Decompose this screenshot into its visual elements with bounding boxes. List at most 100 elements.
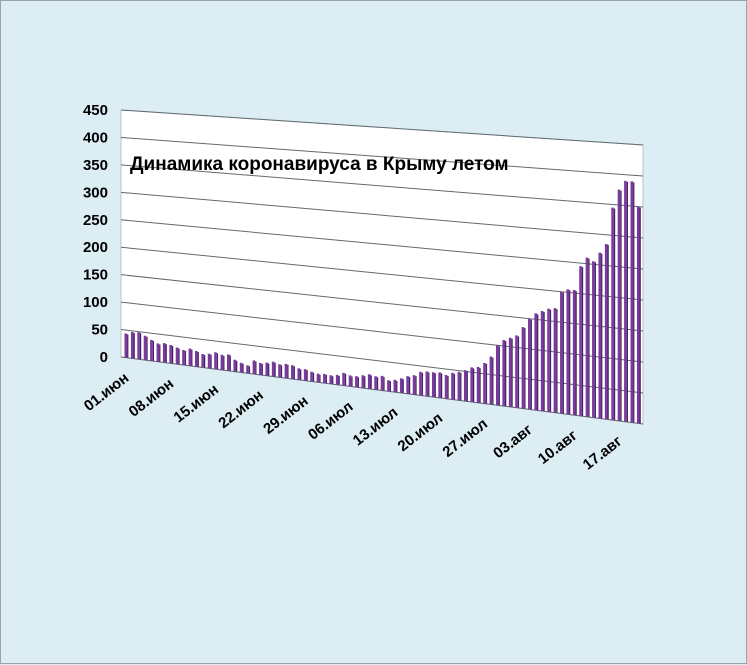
bar <box>457 371 461 401</box>
bar-side <box>319 374 321 383</box>
bar-side <box>633 182 635 423</box>
bar-side <box>415 376 417 395</box>
bar <box>451 372 454 400</box>
bar-side <box>620 190 622 421</box>
bar <box>252 360 256 375</box>
bar <box>278 364 281 378</box>
bar <box>560 291 563 414</box>
bar-side <box>601 253 603 419</box>
bar <box>387 380 390 392</box>
bar <box>521 327 525 409</box>
x-tick-label: 29.июн <box>260 392 311 437</box>
bar <box>534 313 538 411</box>
bar-side <box>171 346 174 364</box>
bar <box>624 180 627 422</box>
bar-side <box>268 363 270 376</box>
bar-side <box>344 373 347 386</box>
bar <box>528 318 531 410</box>
y-tick-label: 400 <box>83 129 108 146</box>
gridline <box>120 219 644 270</box>
bar-side <box>408 377 411 394</box>
bar-side <box>440 373 443 398</box>
bar-side <box>261 363 263 375</box>
bar <box>361 375 365 389</box>
bar <box>438 372 441 398</box>
bar <box>399 378 403 393</box>
bar-side <box>581 267 584 416</box>
bar-side <box>242 363 244 373</box>
bar-side <box>306 370 308 381</box>
bar <box>303 369 307 381</box>
bar <box>592 261 595 418</box>
y-tick-label: 100 <box>83 294 108 311</box>
bar-side <box>178 348 180 365</box>
bar <box>137 332 140 360</box>
bar <box>162 343 166 363</box>
bar <box>611 207 614 421</box>
bar <box>342 372 345 386</box>
x-tick-label: 17.авг <box>580 433 626 474</box>
bar-side <box>588 258 590 417</box>
bar <box>604 244 608 420</box>
bar-side <box>338 375 340 385</box>
bar-side <box>613 208 616 421</box>
y-tick-label: 50 <box>91 322 108 339</box>
bar-side <box>248 366 251 374</box>
bar <box>470 367 473 403</box>
bar <box>572 289 576 416</box>
x-tick-label: 06.июл <box>305 398 356 443</box>
bar-side <box>197 352 199 367</box>
bar-side <box>575 290 577 416</box>
bar-side <box>626 181 628 422</box>
bar <box>265 362 269 376</box>
chart-title: Динамика коронавируса в Крыму летом <box>130 154 509 175</box>
bar-side <box>402 379 404 393</box>
bar-side <box>274 362 276 377</box>
bar-side <box>184 350 187 366</box>
x-tick-label: 20.июл <box>395 410 446 455</box>
bar <box>553 308 557 413</box>
bar-side <box>594 262 596 418</box>
bar-side <box>255 361 257 375</box>
bar-side <box>492 357 494 405</box>
bar-side <box>280 365 283 378</box>
bar <box>630 181 634 423</box>
bar <box>431 372 435 398</box>
bar <box>579 266 582 416</box>
bar <box>182 349 185 366</box>
bar <box>515 335 518 408</box>
gridline <box>120 164 644 208</box>
gridline <box>120 109 644 146</box>
bar <box>636 206 640 424</box>
x-tick-label: 08.июн <box>126 375 177 420</box>
bar <box>348 375 352 387</box>
bar-side <box>562 292 564 414</box>
y-tick-label: 200 <box>83 239 108 256</box>
bar-side <box>229 355 231 371</box>
bar <box>297 368 301 380</box>
bar-side <box>370 375 372 389</box>
bar-side <box>210 354 212 369</box>
bar-side <box>421 372 424 396</box>
bar <box>220 354 224 370</box>
bar <box>323 373 326 384</box>
y-tick-label: 0 <box>100 349 108 366</box>
bar-side <box>325 374 327 384</box>
y-tick-label: 300 <box>83 184 108 201</box>
bar <box>130 332 134 359</box>
bar-side <box>152 340 155 361</box>
bar <box>483 362 486 404</box>
bar-side <box>569 290 571 415</box>
bar-side <box>639 207 641 424</box>
bar-side <box>396 380 398 393</box>
bar-side <box>524 328 526 409</box>
bar-side <box>376 377 379 390</box>
y-tick-label: 450 <box>83 102 108 119</box>
bar <box>393 379 397 393</box>
bar <box>547 308 550 412</box>
bar-side <box>351 376 353 387</box>
bar-side <box>332 376 334 384</box>
bar <box>316 373 320 383</box>
x-tick-label: 10.авг <box>535 427 581 468</box>
